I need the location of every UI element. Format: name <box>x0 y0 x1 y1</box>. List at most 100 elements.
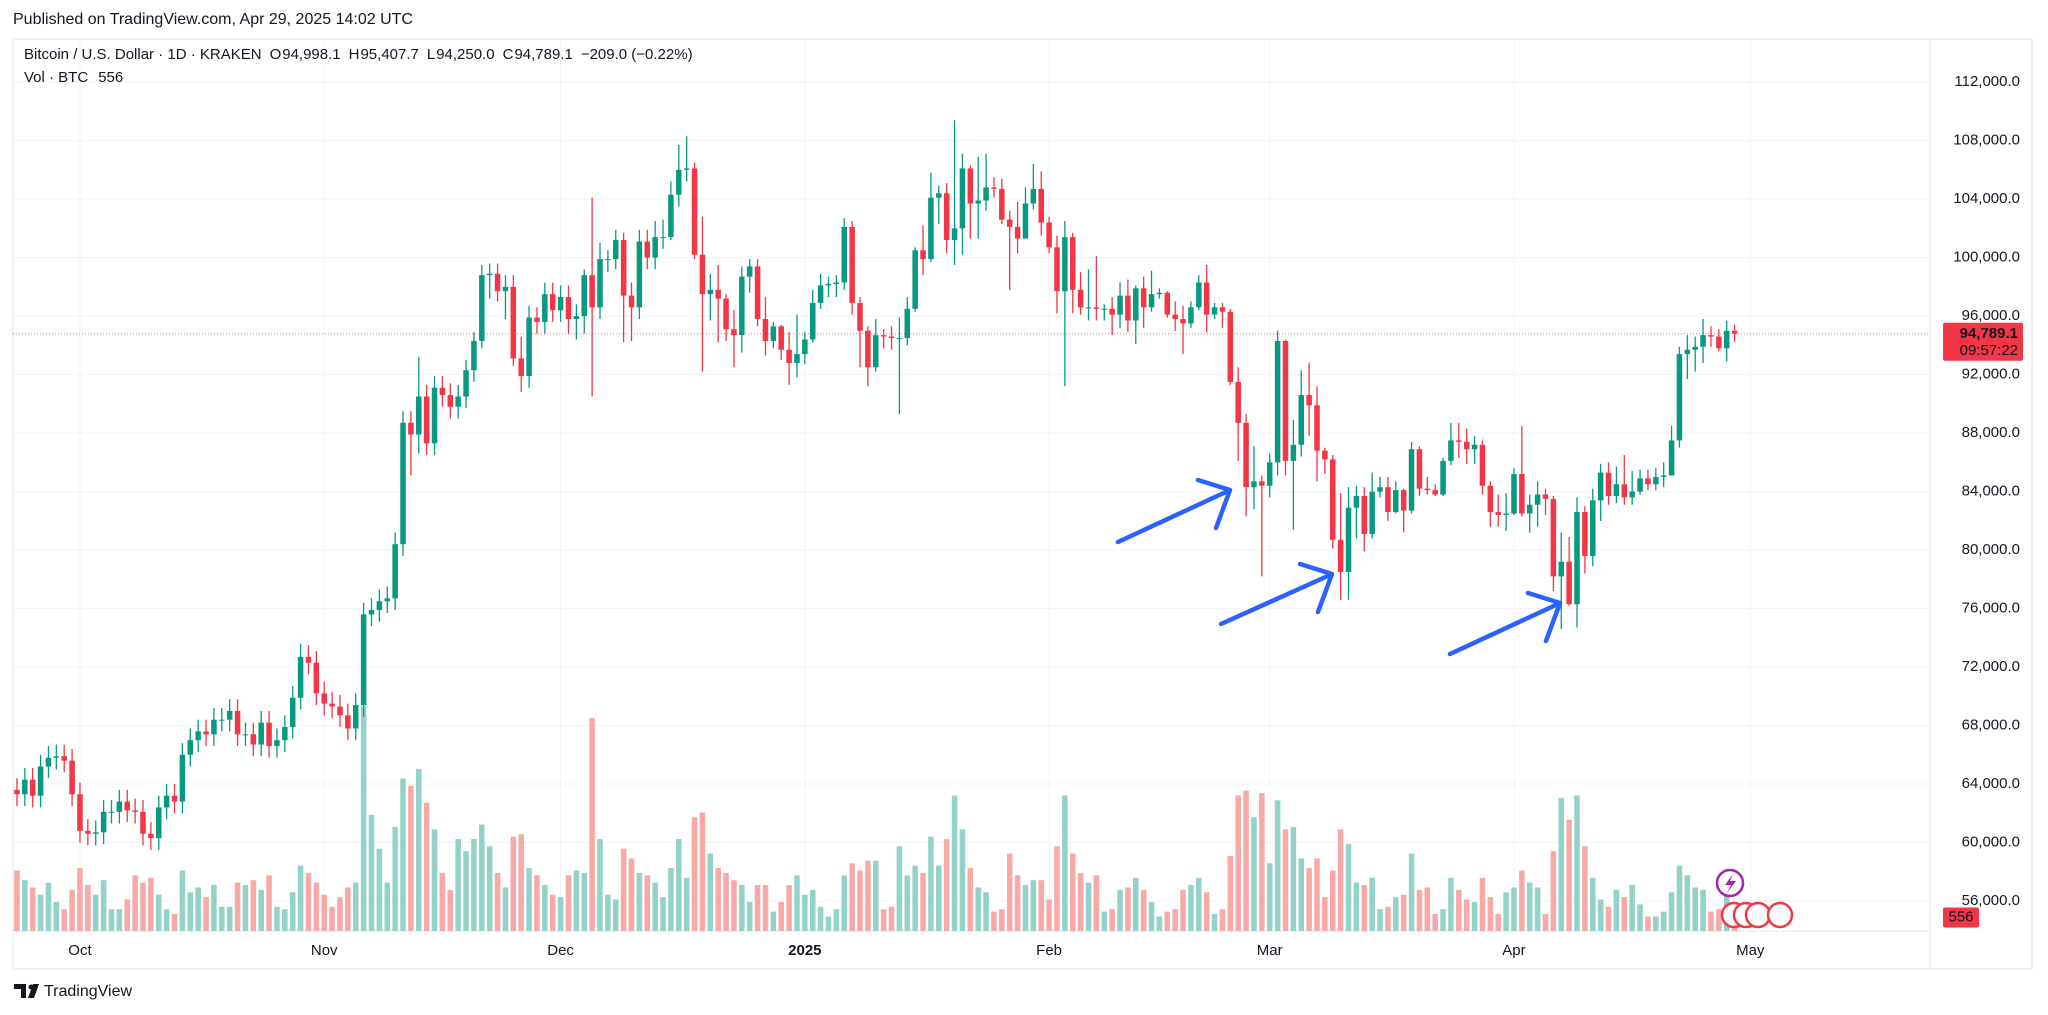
volume-bar <box>1716 909 1722 931</box>
volume-bar <box>1030 880 1037 931</box>
volume-bar <box>1172 909 1178 931</box>
candle-body <box>116 801 123 812</box>
candle-body <box>1093 307 1100 309</box>
candle-body <box>1306 395 1312 406</box>
volume-bar <box>400 778 406 931</box>
volume-bar <box>376 848 383 931</box>
volume-bar <box>880 909 887 931</box>
volume-bar <box>833 909 840 931</box>
volume-bar <box>1274 800 1281 931</box>
volume-bar <box>1196 877 1202 931</box>
volume-bar <box>699 812 706 931</box>
volume-bar <box>1542 914 1549 931</box>
x-tick-label: Apr <box>1502 942 1525 959</box>
volume-bar <box>1621 897 1628 931</box>
volume-bar <box>1574 795 1580 931</box>
candle-body <box>1274 340 1281 463</box>
volume-bar <box>991 911 997 931</box>
volume-bar <box>581 872 587 931</box>
candle-body <box>668 194 674 238</box>
candle-body <box>1369 491 1375 534</box>
candle-body <box>1534 494 1541 505</box>
candle-body <box>557 297 564 311</box>
candle-body <box>1582 512 1588 556</box>
volume-bar <box>817 906 824 931</box>
volume-bar <box>754 885 761 931</box>
candle-body <box>1164 292 1171 315</box>
ohlc-key: O <box>270 46 282 63</box>
volume-bar <box>770 911 777 931</box>
volume-bar <box>1133 877 1139 931</box>
volume-bar <box>967 868 974 931</box>
volume-bar <box>1219 909 1226 931</box>
candle-body <box>1503 513 1509 515</box>
candle-body <box>612 240 619 260</box>
volume-bar <box>723 872 729 931</box>
candle-body <box>423 396 430 444</box>
chart-frame <box>12 38 2033 970</box>
volume-bar <box>1408 853 1415 931</box>
candle-body <box>991 187 997 189</box>
candle-body <box>1290 444 1297 461</box>
event-icons[interactable] <box>1715 868 1794 929</box>
candle-body <box>1077 289 1084 308</box>
volume-bar <box>29 887 36 931</box>
volume-bar <box>1471 901 1478 931</box>
candle-body <box>660 237 666 239</box>
volume-bar <box>1511 887 1517 931</box>
candle-body <box>1487 485 1494 513</box>
candle-body <box>809 302 816 340</box>
volume-bar <box>778 901 784 931</box>
volume-bar <box>620 848 627 931</box>
event-icon[interactable] <box>1744 901 1772 929</box>
y-tick-label: 76,000.0 <box>1962 600 2020 617</box>
volume-bar <box>896 846 903 931</box>
candle-body <box>1243 422 1249 488</box>
candle-body <box>219 719 225 721</box>
candle-body <box>1471 444 1478 450</box>
brand-name: TradingView <box>44 983 132 1000</box>
candle-body <box>305 656 312 663</box>
candle-body <box>1125 295 1131 321</box>
candle-body <box>770 326 777 341</box>
candles <box>14 120 1738 850</box>
volume-bar <box>565 875 572 931</box>
candle-body <box>124 801 131 811</box>
countdown: 09:57:22 <box>1960 342 2018 359</box>
candle-body <box>45 757 52 767</box>
candle-body <box>1550 498 1557 577</box>
volume-bar <box>573 870 580 931</box>
volume-bar <box>423 802 430 931</box>
volume-bar <box>1330 870 1336 931</box>
volume-bar <box>100 880 107 931</box>
candle-body <box>274 740 280 747</box>
volume-bar <box>518 834 524 931</box>
volume-bar <box>1266 863 1273 931</box>
candle-body <box>857 302 863 331</box>
volume-bar <box>1069 853 1076 931</box>
ohlc-key: H <box>349 46 360 63</box>
volume-bar <box>408 785 414 931</box>
volume-bar <box>195 887 201 931</box>
candle-body <box>163 795 170 808</box>
candle-body <box>1361 495 1368 534</box>
candle-body <box>1172 314 1178 320</box>
event-icon[interactable] <box>1766 901 1794 929</box>
candle-body <box>841 226 848 283</box>
candle-body <box>1393 490 1399 513</box>
volume-bar <box>1054 846 1060 931</box>
arrow <box>1115 477 1233 545</box>
candle-body <box>1006 219 1013 227</box>
volume-bar <box>920 872 926 931</box>
x-tick-label: Oct <box>68 942 92 959</box>
y-tick-label: 64,000.0 <box>1962 775 2020 792</box>
volume-bar <box>226 906 233 931</box>
candle-body <box>928 197 934 260</box>
volume-bar <box>999 909 1005 931</box>
volume-bar <box>1393 897 1399 931</box>
volume-bar <box>849 863 855 931</box>
volume-bar <box>526 868 532 931</box>
volume-bar <box>124 899 131 931</box>
candle-body <box>195 731 201 741</box>
